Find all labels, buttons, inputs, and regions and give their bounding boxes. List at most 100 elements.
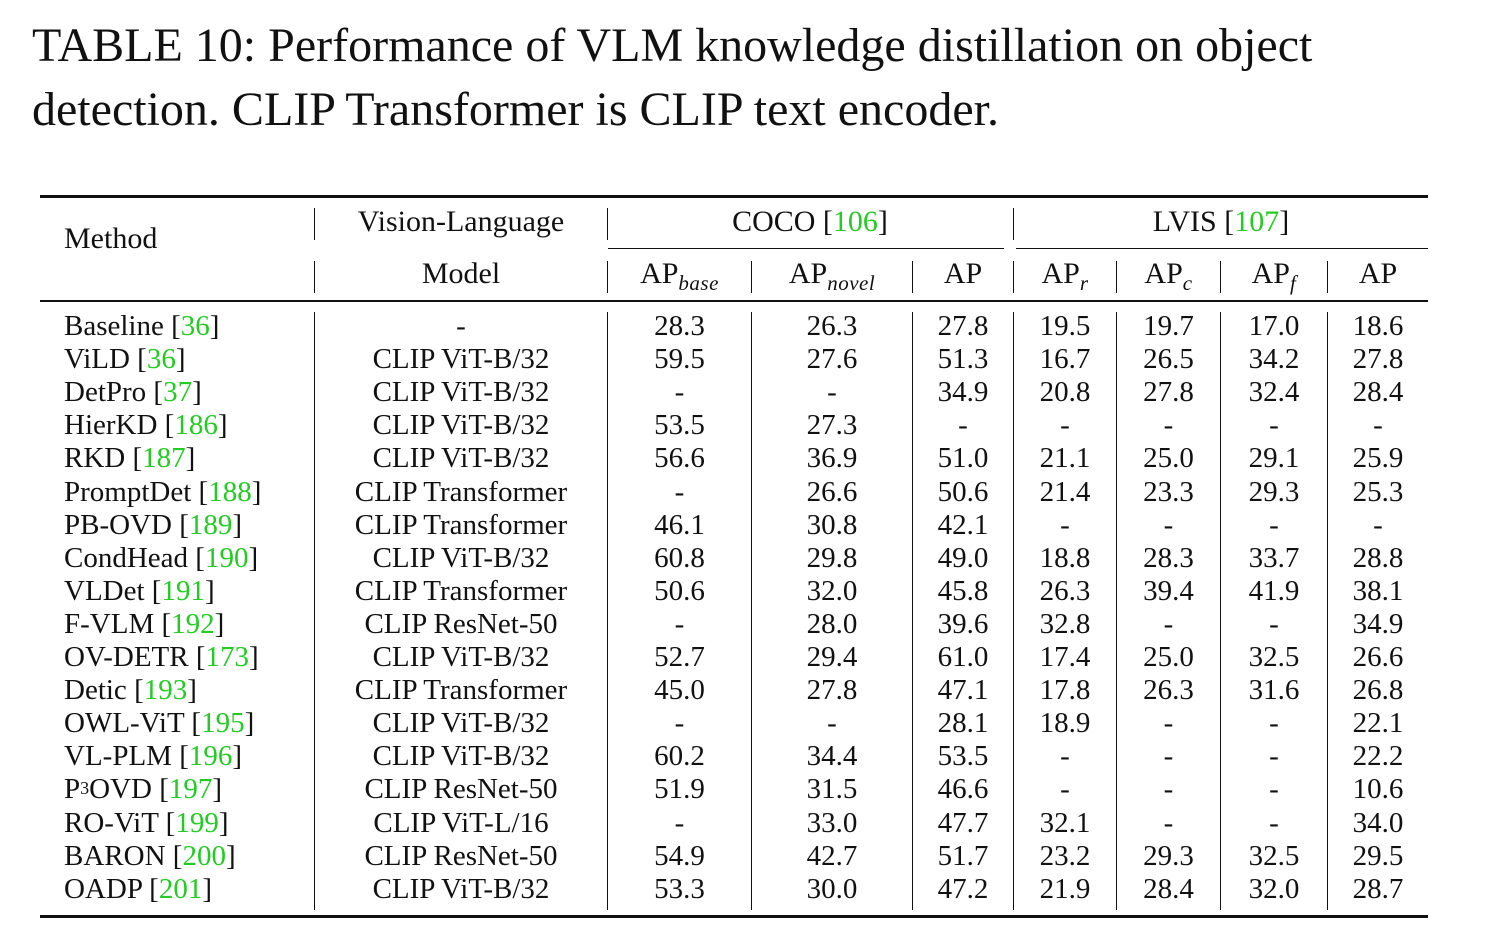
- cell-ap-base: 56.6: [654, 442, 705, 475]
- header-separator: [1116, 261, 1117, 293]
- citation-link[interactable]: 188: [208, 475, 252, 508]
- cell-ap-c: 26.3: [1143, 674, 1194, 707]
- table-row: DetPro [37] CLIP ViT-B/32 - - 34.9 20.8 27.8 32…: [0, 376, 1500, 409]
- cell-ap-lvis: -: [1373, 508, 1383, 541]
- table-row: PB-OVD [189] CLIP Transformer 46.1 30.8 42.1…: [0, 509, 1500, 542]
- column-separator: [1116, 312, 1117, 910]
- header-coco: COCO [106]: [732, 205, 888, 238]
- cell-ap-f: 34.2: [1248, 343, 1300, 376]
- cell-method: F-VLM [192]: [64, 607, 225, 640]
- table-row: Detic [193] CLIP Transformer 45.0 27.8 47.1 1…: [0, 674, 1500, 707]
- cell-model: CLIP ViT-B/32: [372, 641, 550, 673]
- cell-method: RKD [187]: [64, 442, 196, 475]
- cell-ap-lvis: 34.0: [1352, 806, 1404, 839]
- cell-ap-c: 25.0: [1143, 641, 1194, 673]
- cell-ap-c: 27.8: [1143, 376, 1194, 409]
- citation-link[interactable]: 189: [188, 508, 233, 541]
- cell-model: CLIP ViT-B/32: [372, 740, 550, 773]
- cell-ap-f: 32.5: [1248, 839, 1300, 872]
- citation-link[interactable]: 201: [158, 872, 203, 905]
- cell-ap-r: 26.3: [1039, 574, 1091, 607]
- header-vlm-line2: Model: [421, 257, 501, 290]
- cell-ap-base: -: [674, 806, 685, 839]
- cell-ap-f: 32.5: [1248, 641, 1300, 673]
- cell-ap-novel: 34.4: [806, 740, 858, 773]
- cell-ap-lvis: 26.6: [1352, 641, 1404, 673]
- cell-ap-c: 28.4: [1143, 872, 1194, 905]
- method-name: P: [64, 773, 81, 806]
- cell-ap-r: -: [1060, 773, 1070, 806]
- header-separator: [1220, 261, 1221, 293]
- table-row: RO-ViT [199] CLIP ViT-L/16 - 33.0 47.7 32.1 - -…: [0, 807, 1500, 840]
- cell-ap-lvis: 26.8: [1352, 674, 1404, 707]
- cell-method: P3OVD [197]: [64, 773, 223, 806]
- citation-link[interactable]: 193: [143, 674, 188, 707]
- cell-method: ViLD [36]: [64, 343, 186, 376]
- cell-ap-f: 29.1: [1248, 442, 1300, 475]
- table-row: PromptDet [188] CLIP Transformer - 26.6 50.6…: [0, 476, 1500, 509]
- cell-ap-coco: 34.9: [937, 376, 989, 409]
- citation-link[interactable]: 36: [146, 343, 176, 376]
- citation-link[interactable]: 186: [174, 409, 218, 442]
- cell-ap-base: 45.0: [654, 674, 705, 707]
- cell-ap-base: 60.2: [654, 740, 705, 773]
- cell-ap-c: 19.7: [1143, 310, 1194, 342]
- citation-link[interactable]: 37: [163, 376, 193, 409]
- header-separator: [1327, 261, 1328, 293]
- table-row: VL-PLM [196] CLIP ViT-B/32 60.2 34.4 53.5 - - -…: [0, 740, 1500, 773]
- cell-ap-f: 29.3: [1248, 475, 1300, 508]
- citation-link[interactable]: 195: [201, 707, 245, 740]
- citation-link[interactable]: 196: [188, 740, 233, 773]
- method-name: VLDet: [64, 574, 145, 607]
- citation-link[interactable]: 192: [171, 607, 215, 640]
- cell-ap-r: 16.7: [1039, 343, 1091, 376]
- citation-link[interactable]: 191: [161, 574, 205, 607]
- citation-link[interactable]: 187: [142, 442, 186, 475]
- cell-ap-base: -: [674, 475, 685, 508]
- cell-ap-novel: 32.0: [806, 574, 858, 607]
- cell-ap-base: 54.9: [654, 839, 705, 872]
- cell-model: CLIP ResNet-50: [364, 607, 558, 640]
- cell-ap-lvis: 18.6: [1352, 310, 1404, 342]
- cell-ap-lvis: 28.7: [1352, 872, 1404, 905]
- citation-link[interactable]: 199: [175, 806, 219, 839]
- cell-ap-base: 60.8: [654, 541, 705, 574]
- cell-model: CLIP ViT-B/32: [372, 541, 550, 574]
- cell-ap-novel: 26.6: [806, 475, 858, 508]
- method-name: OV-DETR: [64, 641, 189, 673]
- cell-ap-lvis: 38.1: [1352, 574, 1404, 607]
- cell-ap-lvis: 34.9: [1352, 607, 1404, 640]
- cell-ap-base: 52.7: [654, 641, 705, 673]
- table-row: OWL-ViT [195] CLIP ViT-B/32 - - 28.1 18.9 - - 22…: [0, 707, 1500, 740]
- citation-link[interactable]: 190: [204, 541, 249, 574]
- citation-link[interactable]: 200: [182, 839, 226, 872]
- cell-ap-base: 50.6: [654, 574, 705, 607]
- cell-ap-coco: 39.6: [937, 607, 989, 640]
- citation-link[interactable]: 36: [180, 310, 210, 342]
- citation-link[interactable]: 197: [168, 773, 213, 806]
- cell-model: CLIP Transformer: [354, 574, 568, 607]
- cell-method: VLDet [191]: [64, 574, 215, 607]
- header-ap-c: APc: [1144, 257, 1193, 295]
- cell-method: OV-DETR [173]: [64, 641, 259, 673]
- table-row: RKD [187] CLIP ViT-B/32 56.6 36.9 51.0 21.1 25…: [0, 442, 1500, 475]
- cell-ap-coco: 42.1: [937, 508, 989, 541]
- cell-ap-f: -: [1269, 740, 1279, 773]
- cell-ap-base: 53.3: [654, 872, 705, 905]
- header-ap-novel: APnovel: [788, 257, 876, 295]
- cell-ap-base: 46.1: [654, 508, 705, 541]
- table-row: BARON [200] CLIP ResNet-50 54.9 42.7 51.7 23.…: [0, 840, 1500, 873]
- cell-model: CLIP ViT-B/32: [372, 343, 550, 376]
- cell-ap-coco: 61.0: [937, 641, 989, 673]
- method-name: OADP: [64, 872, 142, 905]
- cell-ap-novel: 42.7: [806, 839, 858, 872]
- cell-ap-coco: 47.7: [937, 806, 989, 839]
- header-separator: [751, 261, 752, 293]
- cell-ap-base: -: [674, 707, 685, 740]
- cell-ap-novel: 28.0: [806, 607, 858, 640]
- citation-link[interactable]: 173: [205, 641, 250, 673]
- header-method: Method: [64, 222, 158, 255]
- cell-ap-c: 28.3: [1143, 541, 1194, 574]
- cell-ap-coco: -: [958, 409, 968, 442]
- cell-ap-c: 25.0: [1143, 442, 1194, 475]
